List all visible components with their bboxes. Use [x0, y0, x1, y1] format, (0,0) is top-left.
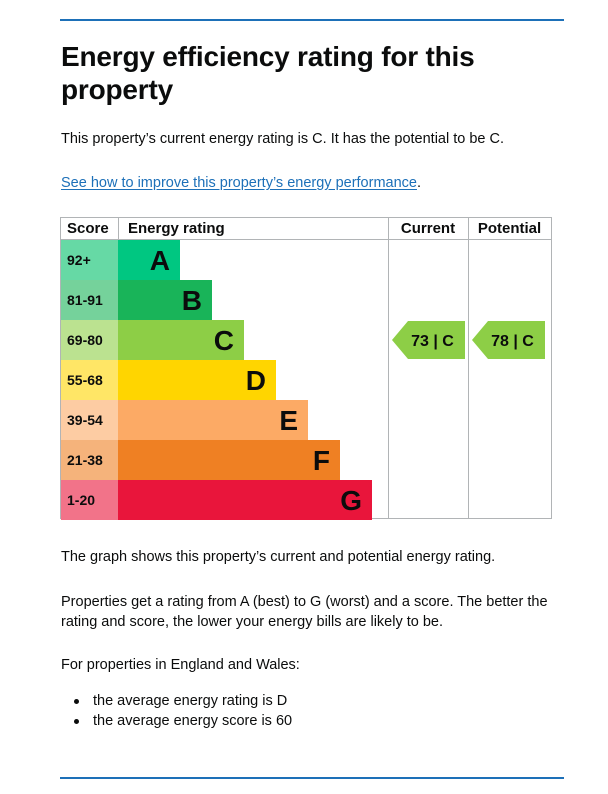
improve-link-suffix: . [416, 175, 421, 191]
band-e-bar [118, 400, 308, 440]
band-d-letter: D [246, 365, 266, 396]
band-e-letter: E [279, 405, 298, 436]
header-current: Current [401, 220, 455, 237]
band-c-score-label: 69-80 [67, 332, 103, 348]
current-rating-summary: This property’s current energy rating is… [61, 131, 505, 147]
band-a-letter: A [150, 245, 170, 276]
band-c-letter: C [214, 325, 234, 356]
improve-link-paragraph: See how to improve this property’s energ… [61, 173, 421, 193]
band-b-score-label: 81-91 [67, 292, 103, 308]
band-c-bar [118, 320, 244, 360]
potential-rating-label: 78 | C [491, 333, 534, 350]
band-g-score-label: 1-20 [67, 492, 95, 508]
band-f-score-label: 21-38 [67, 452, 103, 468]
average-score-item: the average energy score is 60 [61, 711, 292, 731]
header-potential: Potential [478, 220, 541, 237]
header-score: Score [67, 220, 109, 237]
graph-description: The graph shows this property’s current … [61, 549, 496, 565]
band-a-bar [118, 240, 180, 280]
region-intro: For properties in England and Wales: [61, 657, 300, 673]
band-b-score-cell [61, 280, 119, 320]
band-a-score-label: 92+ [67, 252, 91, 268]
band-g-score-cell [61, 480, 119, 520]
potential-rating-flag [472, 321, 545, 359]
average-rating-item: the average energy rating is D [61, 691, 292, 711]
bottom-divider [60, 777, 564, 779]
page-title: Energy efficiency rating for this proper… [61, 41, 475, 105]
band-f-letter: F [313, 445, 330, 476]
band-g-letter: G [340, 485, 362, 516]
band-d-score-cell [61, 360, 119, 400]
band-g-bar [118, 480, 372, 520]
band-d-bar [118, 360, 276, 400]
band-b-letter: B [182, 285, 202, 316]
band-c-score-cell [61, 320, 119, 360]
top-divider [60, 19, 564, 21]
band-f-score-cell [61, 440, 119, 480]
averages-list: the average energy rating is D the avera… [61, 691, 292, 731]
band-e-score-cell [61, 400, 119, 440]
band-a-score-cell [61, 240, 119, 280]
band-e-score-label: 39-54 [67, 412, 103, 428]
band-d-score-label: 55-68 [67, 372, 103, 388]
rating-explanation: Properties get a rating from A (best) to… [61, 594, 548, 630]
current-rating-label: 73 | C [411, 333, 454, 350]
epc-rating-chart: Score Energy rating Current Potential 92+ A 81… [60, 217, 552, 520]
improve-energy-performance-link[interactable]: See how to improve this property’s energ… [61, 175, 417, 191]
current-rating-flag [392, 321, 465, 359]
band-f-bar [118, 440, 340, 480]
band-b-bar [118, 280, 212, 320]
header-energy-rating: Energy rating [128, 220, 225, 237]
